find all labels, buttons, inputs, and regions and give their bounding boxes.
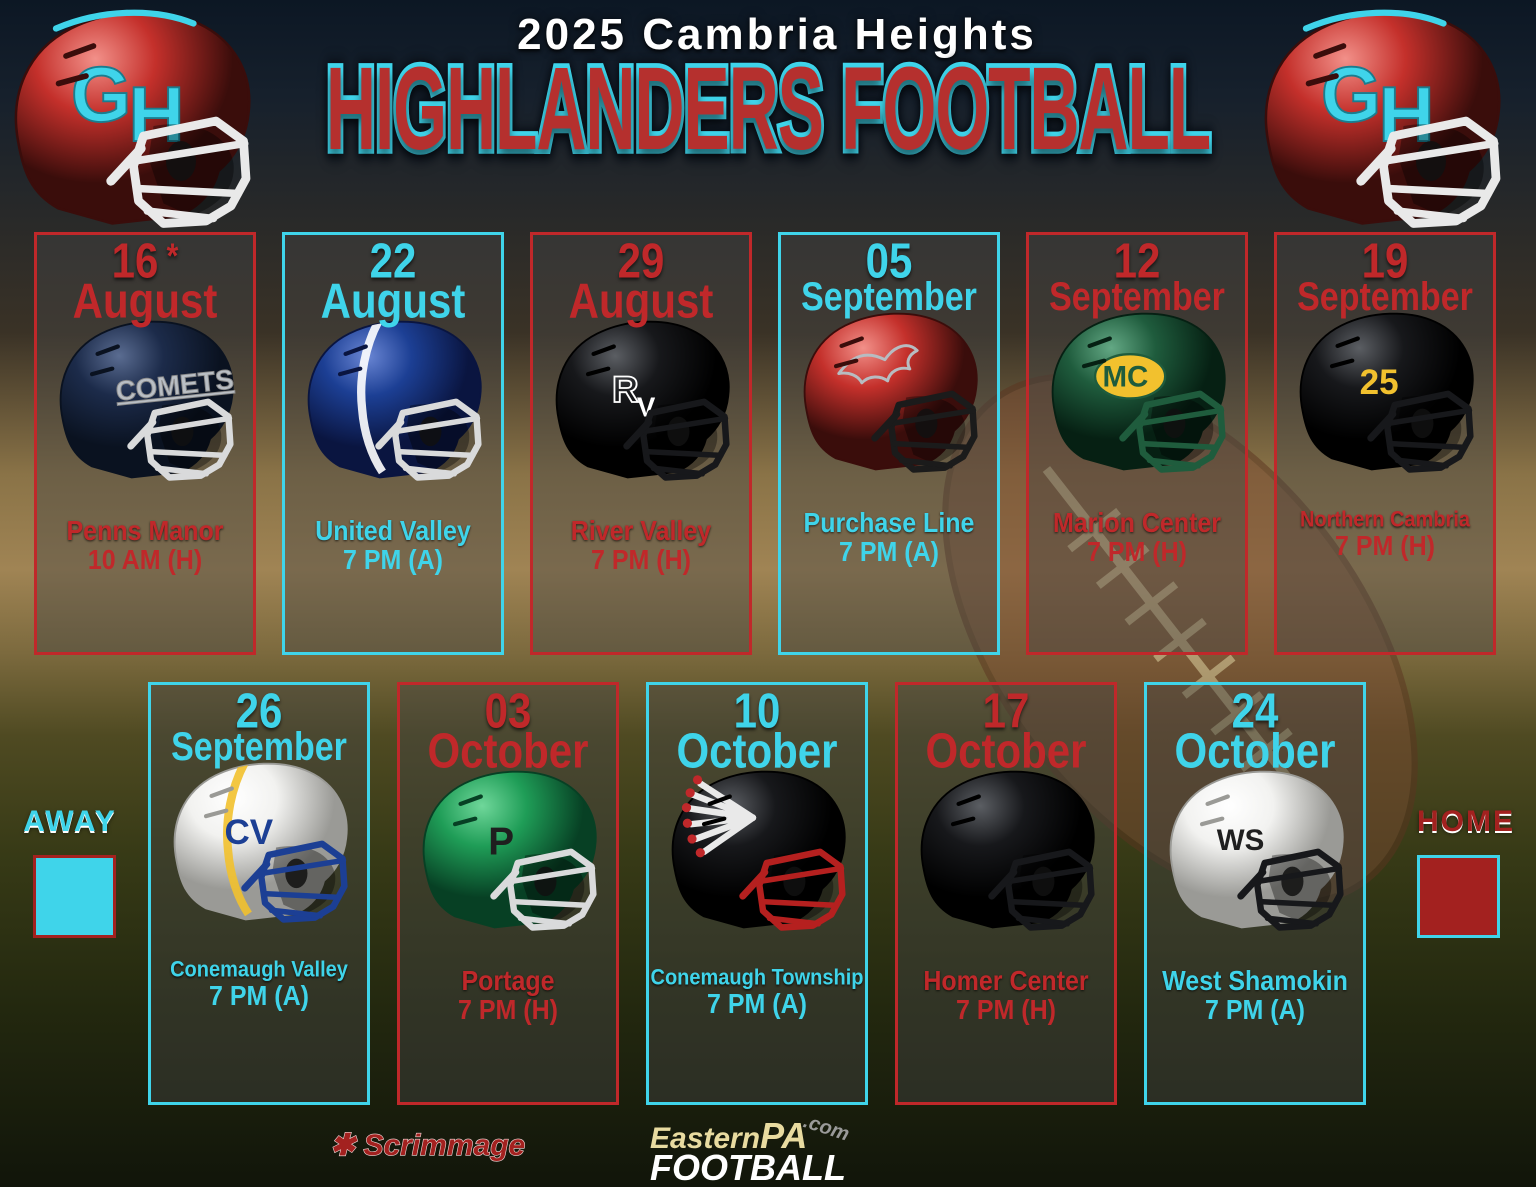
svg-text:CV: CV	[224, 813, 273, 852]
svg-text:WS: WS	[1216, 824, 1264, 857]
svg-text:G: G	[1321, 52, 1381, 138]
svg-text:25: 25	[1359, 363, 1398, 402]
svg-text:G: G	[71, 52, 131, 138]
svg-text:MC: MC	[1102, 361, 1148, 394]
svg-text:P: P	[488, 820, 514, 863]
svg-text:R: R	[611, 369, 638, 410]
